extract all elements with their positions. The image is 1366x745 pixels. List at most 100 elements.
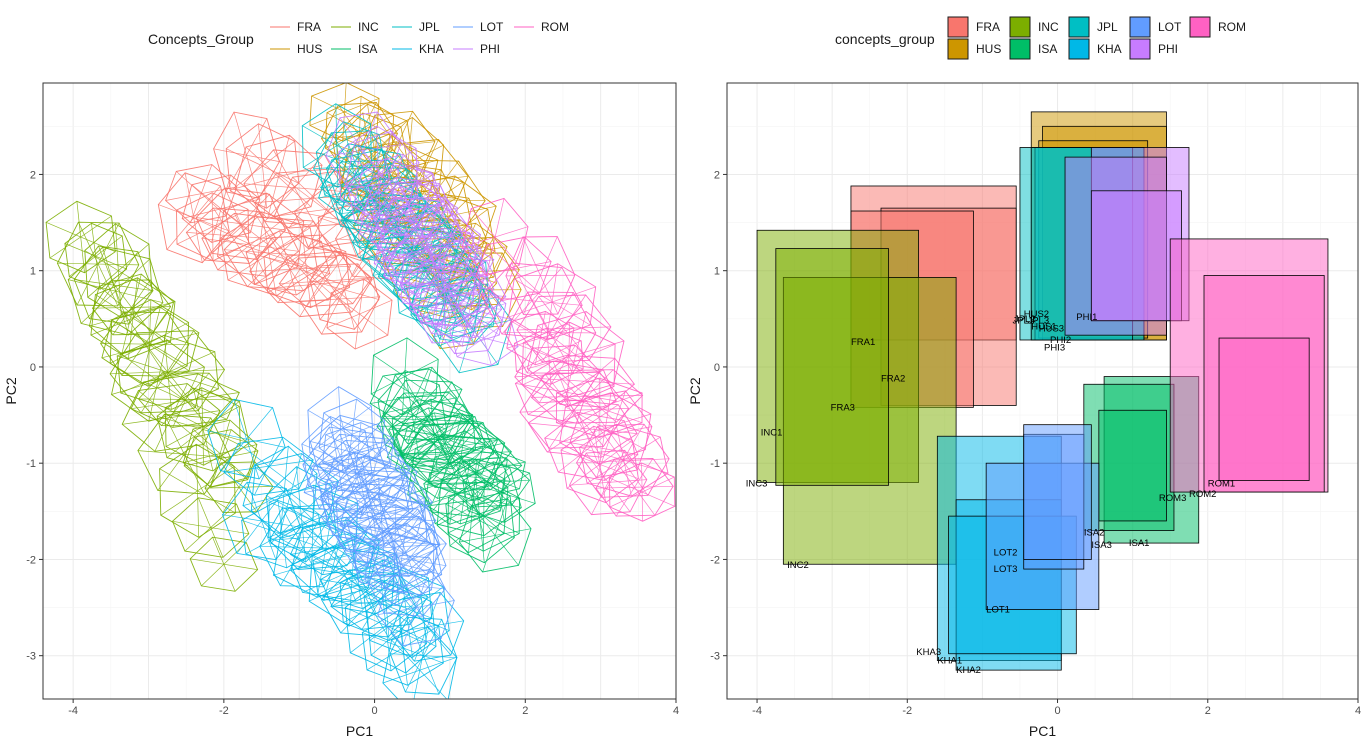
hull-edge-lot <box>314 464 395 503</box>
hull-edge-lot <box>372 519 427 575</box>
legend-item-isa: ISA <box>331 42 377 56</box>
hull-edge-rom <box>485 198 505 276</box>
hull-edge-fra <box>230 140 295 192</box>
legend-item-fra: FRA <box>270 20 321 34</box>
hull-edge-fra <box>299 251 341 317</box>
hull-edge-kha <box>279 446 289 538</box>
legend-label: PHI <box>1158 42 1178 56</box>
hull-edge-hus <box>342 83 347 142</box>
hull-edge-phi <box>415 203 440 295</box>
rect-label-lot1: LOT1 <box>986 604 1010 615</box>
hull-edge-inc <box>84 250 153 292</box>
hull-edge-kha <box>242 480 339 506</box>
hull-edge-lot <box>302 464 389 478</box>
hull-edge-inc <box>112 279 151 335</box>
hull-edge-lot <box>320 495 433 503</box>
hull-edge-inc <box>74 279 154 292</box>
hull-edge-phi <box>366 201 454 214</box>
legend-label: ROM <box>1218 20 1246 34</box>
hull-edge-rom <box>586 436 661 484</box>
hull-edge-phi <box>353 181 433 205</box>
hull-edge-fra <box>267 135 290 219</box>
hull-edge-phi <box>456 319 511 358</box>
hull-edge-inc <box>148 340 168 422</box>
hull-edge-phi <box>376 126 381 222</box>
rect-label-jpl3: JPL3 <box>1027 316 1049 327</box>
hull-edge-isa <box>384 384 440 446</box>
hull-edge-isa <box>462 480 536 504</box>
legend-item-jpl: JPL <box>1068 16 1118 38</box>
rects <box>756 111 1329 671</box>
legend-item-lot: LOT <box>453 20 504 34</box>
hull-edge-inc <box>163 414 205 495</box>
plot-marks <box>45 83 676 699</box>
y-tick-label: 1 <box>30 266 36 278</box>
hull-edge-fra <box>264 153 325 222</box>
legend-label: INC <box>1038 20 1059 34</box>
legend-label: FRA <box>297 20 321 34</box>
y-axis-title: PC2 <box>3 377 19 404</box>
y-axis: -3 -2 -1 0 1 2 <box>710 169 727 663</box>
hull-edge-kha <box>390 620 464 634</box>
legend-label: KHA <box>419 42 444 56</box>
hull-group-inc <box>45 200 274 592</box>
hull-edge-rom <box>548 372 600 449</box>
legend-item-rom: ROM <box>514 20 569 34</box>
legend-key-rom <box>1189 16 1211 38</box>
x-axis-title: PC1 <box>346 723 373 739</box>
legend-label: FRA <box>976 20 1000 34</box>
hull-edge-lot <box>320 516 436 521</box>
rect-label-hus2: HUS2 <box>1024 309 1049 320</box>
hull-edge-jpl <box>354 149 382 226</box>
panel-border <box>42 82 677 700</box>
rect-label-lot3: LOT3 <box>994 564 1018 575</box>
hull-edge-phi <box>347 183 440 212</box>
x-tick-label: 2 <box>1205 705 1211 717</box>
legend-item-hus: HUS <box>270 42 322 56</box>
hull-edge-kha <box>222 514 301 528</box>
rect-label-fra3: FRA3 <box>831 402 855 413</box>
legend-label: HUS <box>297 42 322 56</box>
rect-label-rom3: ROM3 <box>1159 493 1186 504</box>
hull-edge-isa <box>437 413 463 499</box>
hull-edge-kha <box>277 500 287 568</box>
legend-label: INC <box>358 20 379 34</box>
rect-labels: FRA1 FRA2 FRA3 HUS1 HUS2 HUS3 INC1 INC2 INC3 ISA1… <box>746 309 1235 676</box>
hull-edge-rom <box>528 422 638 434</box>
hull-edge-rom <box>527 340 625 370</box>
hull-edge-fra <box>186 232 277 240</box>
hull-edge-kha <box>238 443 300 490</box>
hull-edge-inc <box>190 558 258 571</box>
legend-label: ISA <box>1038 42 1057 56</box>
hull-edge-lot <box>377 600 455 616</box>
x-tick-label: 0 <box>1054 705 1060 717</box>
rect-label-kha1: KHA1 <box>937 656 962 667</box>
hull-edge-inc <box>147 299 152 387</box>
y-axis: -3 -2 -1 0 1 2 <box>26 169 43 663</box>
hull-edge-lot <box>353 452 374 541</box>
y-tick-label: 0 <box>30 362 36 374</box>
hull-edge-fra <box>182 198 260 219</box>
legend-item-lot: LOT <box>1129 16 1182 38</box>
hull-group-fra <box>157 111 415 350</box>
x-tick-label: -4 <box>68 705 78 717</box>
hull-group-rom <box>461 197 676 522</box>
hull-edge-lot <box>339 505 426 526</box>
hull-edge-fra <box>292 176 361 242</box>
legend-label: JPL <box>419 20 440 34</box>
legend-key-hus <box>947 38 969 60</box>
hull-edge-isa <box>449 495 511 547</box>
panel-border <box>726 82 1359 700</box>
hull-edge-phi <box>431 276 485 334</box>
hull-edge-isa <box>433 412 456 476</box>
plot-marks: FRA1 FRA2 FRA3 HUS1 HUS2 HUS3 INC1 INC2 INC3 ISA1… <box>746 111 1329 676</box>
hull-edge-lot <box>353 504 428 564</box>
hull-edge-rom <box>475 261 552 277</box>
hull-edge-inc <box>209 420 231 488</box>
hull-edge-lot <box>336 501 428 542</box>
hull-edge-lot <box>370 538 432 591</box>
hull-edge-rom <box>527 291 574 374</box>
hull-edge-phi <box>393 198 450 272</box>
rect-label-inc1: INC1 <box>761 427 783 438</box>
x-tick-label: 4 <box>673 705 679 717</box>
